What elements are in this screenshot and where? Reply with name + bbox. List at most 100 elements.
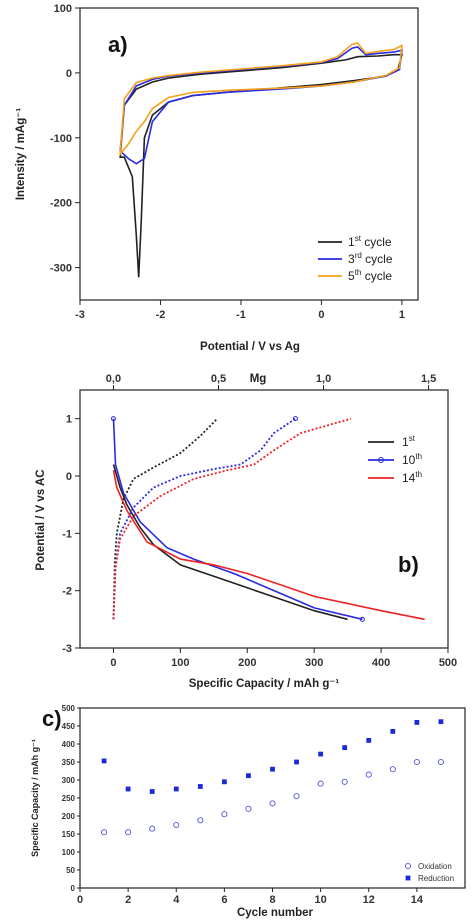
chart-c-oxidation-point <box>149 825 156 832</box>
chart-c-ytick-label: 400 <box>62 740 76 749</box>
chart-b-top-tick-label: 1,0 <box>316 373 331 385</box>
chart-b-series-3-discharge <box>112 470 425 621</box>
chart-c-reduction-point <box>414 720 420 725</box>
chart-a-series-1 <box>119 53 403 278</box>
chart-a-ytick-label: 100 <box>54 3 72 15</box>
chart-c-oxidation-point <box>221 811 228 818</box>
chart-a-legend-label: 3rd cycle <box>348 251 393 266</box>
chart-c-oxidation-point <box>293 793 300 800</box>
chart-b-legend: 1st 10th 14th <box>368 434 422 485</box>
chart-c-legend: Oxidation Reduction <box>404 862 454 883</box>
chart-c-ytick-label: 150 <box>62 830 76 839</box>
chart-c-reduction-point <box>149 789 155 794</box>
chart-c-oxidation-point <box>341 778 348 785</box>
chart-c-oxidation-point <box>389 766 396 773</box>
chart-b-ytick-label: 0 <box>66 471 72 483</box>
chart-c-ytick-label: 50 <box>66 866 75 875</box>
chart-a-xlabel: Potential / V vs Ag <box>200 341 300 353</box>
chart-c-oxidation-point <box>125 829 132 836</box>
chart-a: -3 -2 -1 0 1 100 0 -100 -200 -300 a) Potential / … <box>15 3 419 353</box>
chart-b-xlabel: Specific Capacity / mAh g⁻¹ <box>189 678 340 690</box>
chart-c-reduction-point <box>197 784 203 789</box>
chart-c-reduction-point <box>246 773 251 779</box>
chart-a-series-2 <box>119 46 403 165</box>
chart-b-top-tick-label: 0,5 <box>211 373 226 385</box>
chart-b-point <box>110 416 116 422</box>
chart-a-xtick-label: -1 <box>236 309 246 321</box>
chart-c-xtick-label: 8 <box>269 894 275 906</box>
chart-c-ytick-label: 300 <box>62 776 76 785</box>
chart-c-xtick-label: 10 <box>315 894 327 906</box>
chart-c-legend-reduction-label: Reduction <box>418 874 454 883</box>
chart-a-ytick-label: -100 <box>50 133 72 145</box>
chart-a-legend-label: 1st cycle <box>348 234 392 249</box>
chart-a-ytick-label: -200 <box>50 198 72 210</box>
chart-a-ylabel: Intensity / mAg⁻¹ <box>15 108 27 200</box>
chart-b-ylabel: Potential / V vs AC <box>35 469 47 570</box>
chart-c-oxidation-point <box>365 771 372 778</box>
chart-c-xtick-label: 4 <box>173 894 180 906</box>
chart-c-xtick-label: 2 <box>125 894 131 906</box>
chart-c-oxidation-point <box>413 758 420 766</box>
chart-c-oxidation-point <box>173 821 180 829</box>
chart-a-xtick-label: -2 <box>156 309 166 321</box>
chart-c-legend-oxidation-label: Oxidation <box>418 862 452 871</box>
chart-c-ytick-label: 0 <box>71 884 76 893</box>
chart-b-top-tick-label: 0,0 <box>106 373 121 385</box>
chart-b-xtick-label: 500 <box>439 657 457 669</box>
chart-c-xtick-label: 6 <box>221 894 227 906</box>
chart-c-reduction-point <box>342 745 348 750</box>
chart-c-xlabel: Cycle number <box>237 907 314 919</box>
chart-c-reduction-point <box>294 759 299 765</box>
chart-b-ytick-label: -1 <box>62 528 72 540</box>
chart-c-reduction-point <box>221 779 227 785</box>
chart-a-ytick-label: -300 <box>50 263 72 275</box>
chart-c-ylabel: Specific Capacity / mAh g⁻¹ <box>30 739 40 857</box>
chart-a-xtick-label: 1 <box>399 309 405 321</box>
chart-a-xtick-label: -3 <box>75 309 85 321</box>
chart-c-reduction-point <box>366 738 372 743</box>
chart-c-ytick-label: 500 <box>62 704 76 713</box>
chart-b-top-axis-label: Mg <box>250 373 267 385</box>
chart-b-ytick-label: -3 <box>62 643 72 655</box>
chart-c-reduction-point <box>125 786 131 792</box>
chart-b-series-3-charge <box>112 417 352 620</box>
chart-b-xtick-label: 200 <box>238 657 256 669</box>
chart-c-reduction-point <box>270 766 275 772</box>
chart-b-legend-marker <box>378 457 384 463</box>
chart-c-legend-reduction-marker <box>405 875 411 881</box>
chart-c-ytick-label: 250 <box>62 794 76 803</box>
chart-a-ytick-label: 0 <box>66 68 72 80</box>
chart-b-top-tick-label: 1,5 <box>421 373 436 385</box>
chart-c-panel-label: c) <box>42 706 62 731</box>
chart-c: 0 2 4 6 8 10 12 14 0 50 100 150 200 250 300 350 400 450 50… <box>30 704 466 919</box>
chart-c-legend-oxidation-marker <box>404 862 412 870</box>
chart-b-ytick-label: 1 <box>66 414 72 426</box>
chart-a-legend: 1st cycle 3rd cycle 5th cycle <box>318 234 393 283</box>
chart-b-legend-label: 10th <box>402 452 422 467</box>
chart-c-ytick-label: 450 <box>62 722 76 731</box>
chart-a-legend-label: 5th cycle <box>348 268 392 283</box>
chart-c-ytick-label: 200 <box>62 812 76 821</box>
chart-b-point <box>359 616 365 622</box>
chart-c-xtick-label: 14 <box>411 894 424 906</box>
chart-b-xtick-label: 300 <box>305 657 323 669</box>
chart-a-xtick-label: 0 <box>318 309 324 321</box>
chart-b-series-2-charge <box>112 417 296 620</box>
chart-c-frame <box>79 707 466 889</box>
chart-c-ytick-label: 100 <box>62 848 76 857</box>
chart-c-oxidation-point <box>101 829 108 836</box>
chart-b-series-1-charge <box>112 418 218 620</box>
chart-c-reduction-point <box>390 729 396 734</box>
chart-c-xtick-label: 12 <box>363 894 375 906</box>
chart-a-series-3 <box>119 42 403 157</box>
chart-c-oxidation-point <box>245 805 252 812</box>
chart-c-xtick-label: 0 <box>77 894 83 906</box>
chart-b-xtick-label: 0 <box>110 657 116 669</box>
chart-c-oxidation-point <box>317 780 324 787</box>
chart-a-frame <box>79 7 419 301</box>
chart-b-legend-label: 14th <box>402 470 422 485</box>
chart-c-reduction-point <box>438 719 444 725</box>
chart-c-reduction-point <box>318 751 324 757</box>
